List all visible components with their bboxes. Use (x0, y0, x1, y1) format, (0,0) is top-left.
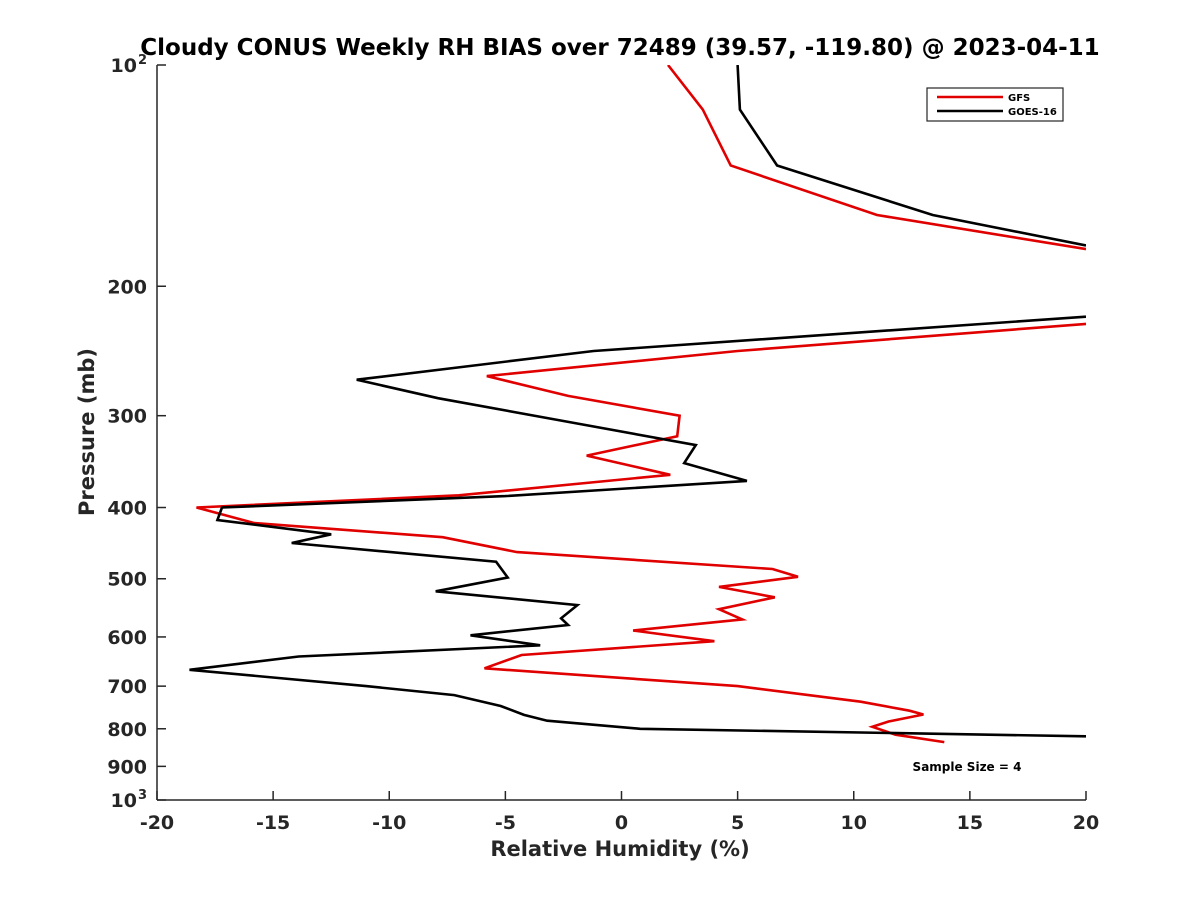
sample-size-annotation: Sample Size = 4 (913, 760, 1022, 774)
x-tick-label: -20 (140, 812, 174, 834)
y-tick-label: 400 (107, 498, 147, 520)
y-tick-label: 500 (107, 569, 147, 591)
legend-label-goes16: GOES-16 (1008, 107, 1057, 118)
legend-label-gfs: GFS (1008, 93, 1030, 104)
y-axis-label: Pressure (mb) (75, 348, 99, 516)
y-tick-label: 200 (107, 276, 147, 298)
y-tick-label: 800 (107, 719, 147, 741)
x-ticks: -20 -15 -10 -5 0 5 10 15 20 (140, 791, 1099, 834)
y-tick-label: 600 (107, 627, 147, 649)
y-tick-label: 10 (111, 55, 137, 77)
y-tick-exponent: 3 (138, 788, 147, 803)
x-tick-label: 5 (731, 812, 744, 834)
x-tick-label: 10 (841, 812, 867, 834)
plot-area: -20 -15 -10 -5 0 5 10 15 20 10 220030040050060070… (107, 53, 1099, 834)
y-tick-label: 700 (107, 676, 147, 698)
chart-title: Cloudy CONUS Weekly RH BIAS over 72489 (… (140, 35, 1099, 61)
x-tick-label: 20 (1073, 812, 1099, 834)
x-tick-label: -10 (372, 812, 406, 834)
x-tick-label: 15 (957, 812, 983, 834)
x-axis-label: Relative Humidity (%) (490, 837, 749, 861)
legend: GFS GOES-16 (927, 88, 1063, 121)
series-layer (190, 65, 1087, 742)
x-tick-label: -5 (495, 812, 516, 834)
y-tick-label: 10 (111, 790, 137, 812)
x-tick-label: 0 (615, 812, 628, 834)
rh-bias-profile-chart: Cloudy CONUS Weekly RH BIAS over 72489 (… (0, 0, 1200, 900)
series-line-gfs (197, 65, 1087, 742)
series-line-goes16 (190, 65, 1087, 736)
y-tick-label: 300 (107, 406, 147, 428)
y-tick-exponent: 2 (138, 53, 147, 68)
y-tick-label: 900 (107, 756, 147, 778)
x-tick-label: -15 (256, 812, 290, 834)
